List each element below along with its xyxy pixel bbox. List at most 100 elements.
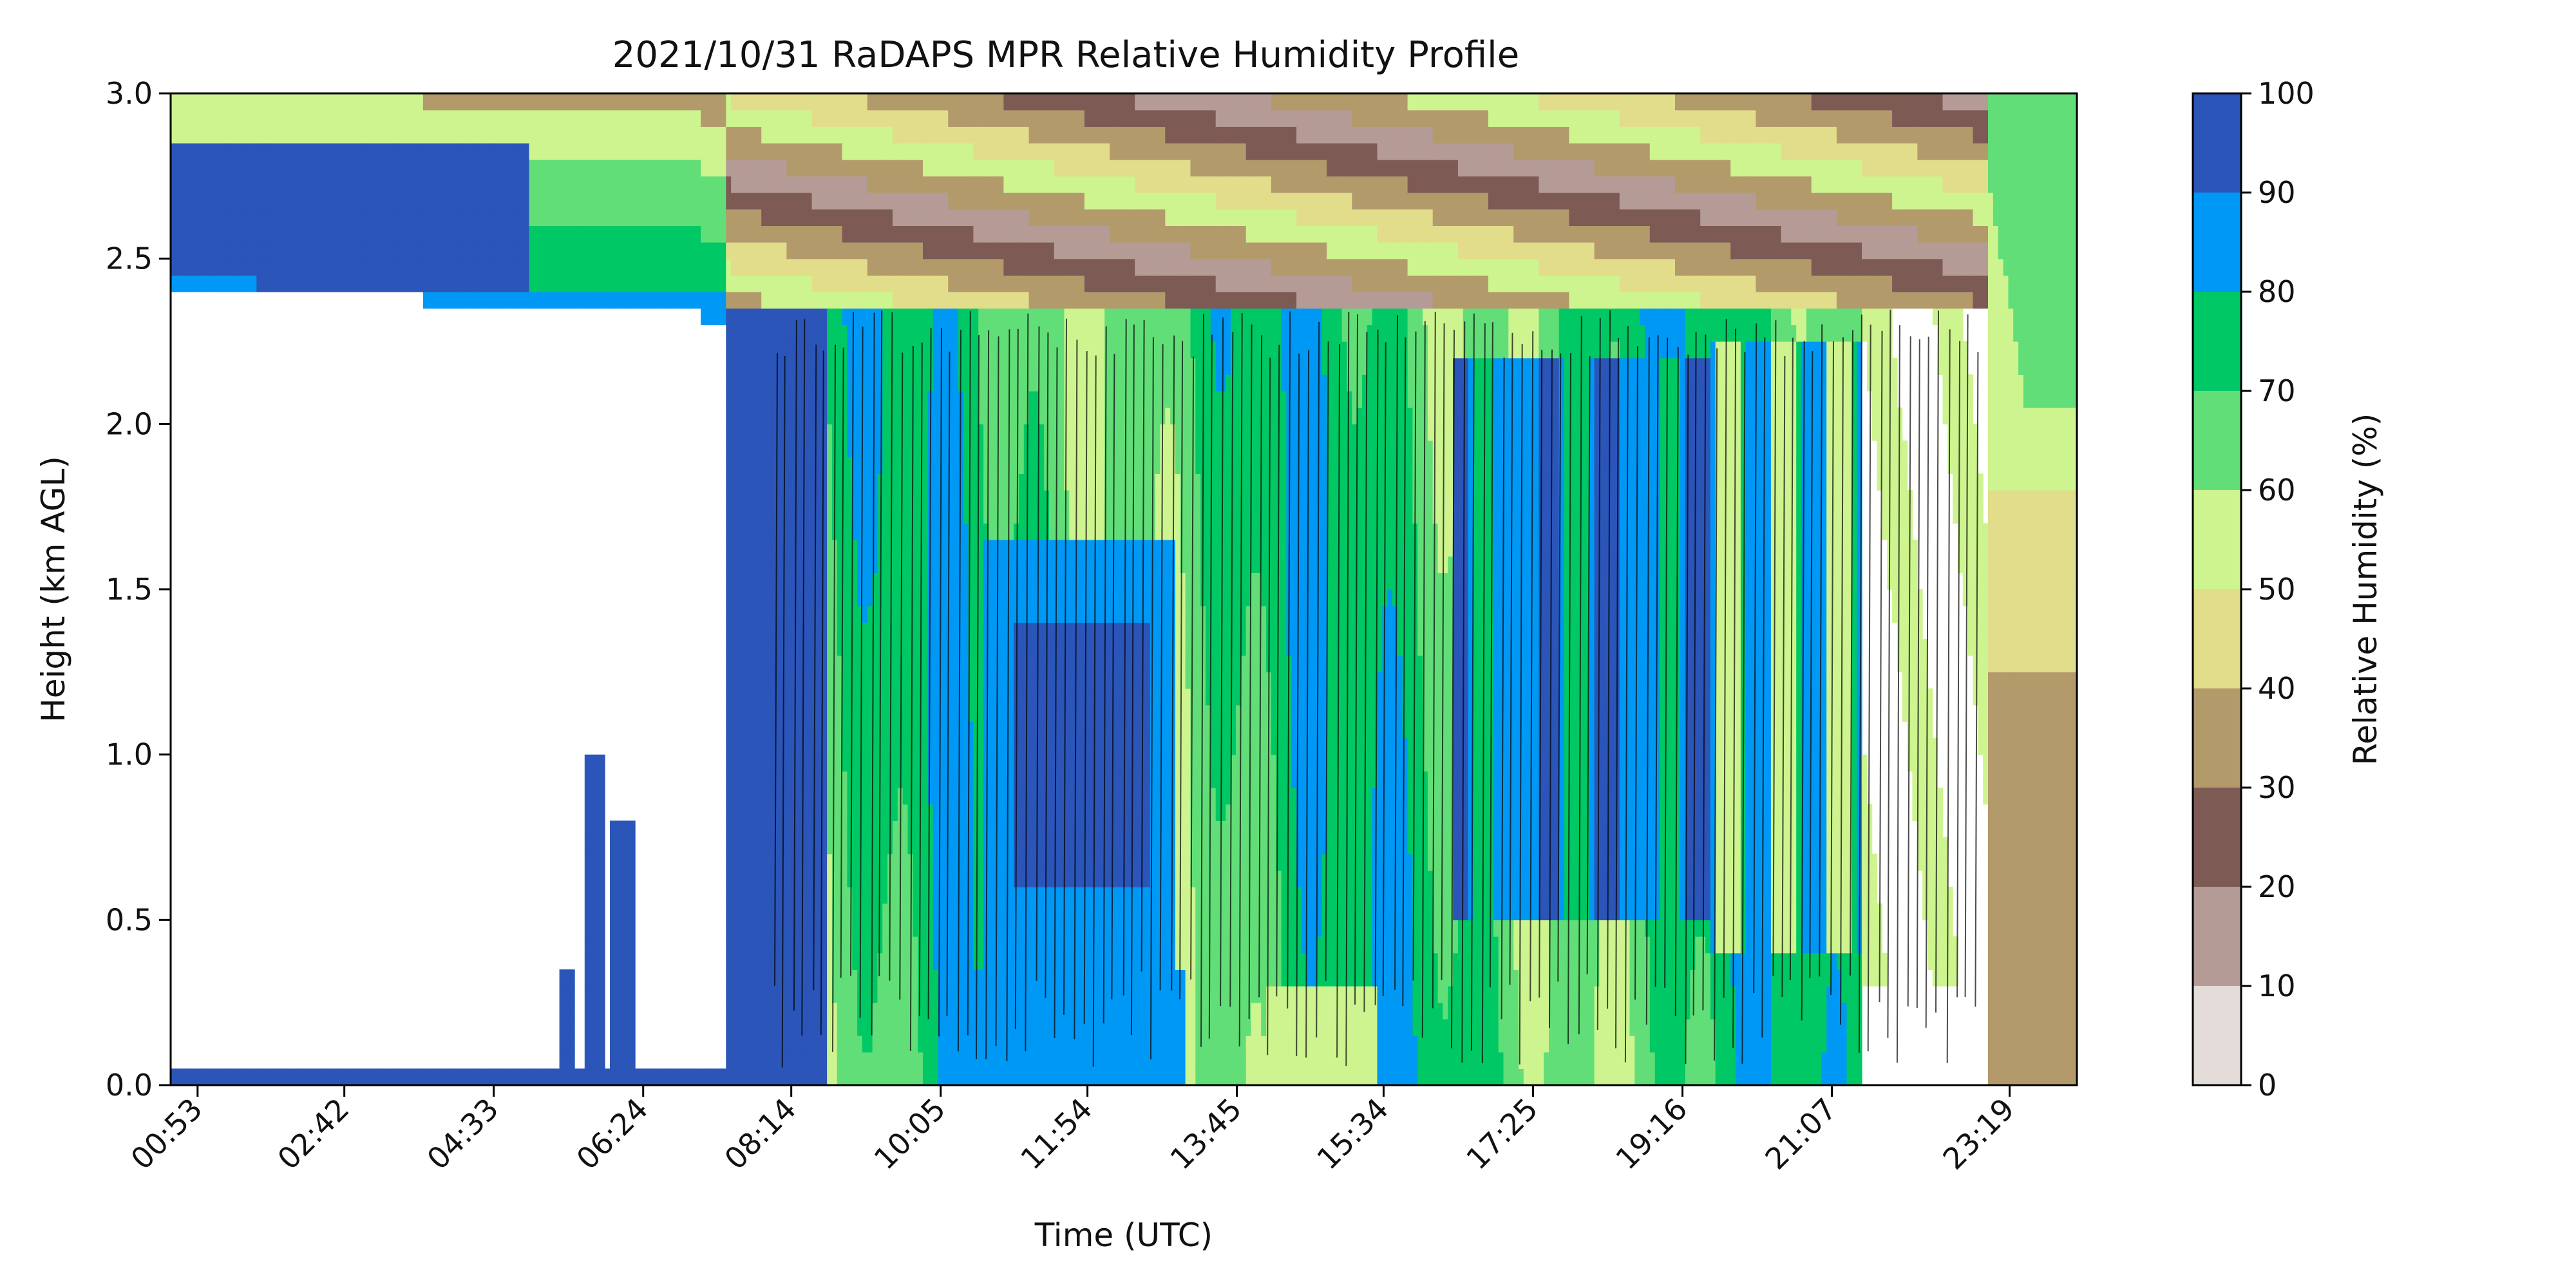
contour-cell [777,755,782,772]
contour-cell [766,523,772,540]
contour-cell [418,259,423,276]
contour-cell [226,93,231,110]
contour-cell [221,209,226,226]
contour-cell [600,292,605,308]
contour-cell [731,656,736,672]
contour-cell [665,93,670,110]
contour-cell [605,93,610,110]
contour-cell [963,93,969,110]
contour-cell [756,1003,761,1019]
contour-cell [887,292,893,308]
contour-cell [746,788,752,804]
contour-cell [923,738,928,755]
contour-cell [882,755,887,772]
contour-cell [752,540,757,556]
contour-cell [958,110,963,127]
contour-cell [973,820,978,837]
contour-cell [862,1019,867,1036]
contour-cell [741,126,746,143]
contour-cell [989,755,994,772]
contour-cell [969,259,974,276]
contour-cell [978,656,983,672]
contour-cell [226,77,231,93]
contour-cell [625,143,630,160]
contour-cell [590,160,595,176]
contour-cell [822,193,827,209]
contour-cell [605,193,610,209]
contour-cell [978,904,983,920]
contour-cell [630,837,635,854]
contour-cell [832,705,837,722]
contour-cell [903,110,908,127]
contour-cell [913,193,918,209]
contour-cell [782,788,787,804]
contour-cell [620,820,625,837]
contour-cell [908,160,913,176]
contour-cell [978,1052,983,1069]
contour-cell [292,209,297,226]
contour-cell [918,193,923,209]
contour-cell [862,986,867,1003]
contour-cell [620,969,625,986]
contour-cell [862,160,867,176]
contour-cell [731,358,736,375]
contour-cell [772,870,777,887]
contour-cell [797,953,802,970]
contour-cell [777,1036,782,1052]
contour-cell [625,176,630,193]
contour-cell [569,275,574,292]
contour-cell [786,788,791,804]
contour-cell [852,176,857,193]
contour-cell [923,242,928,259]
contour-cell [625,969,630,986]
contour-cell [918,969,923,986]
contour-cell [852,870,857,887]
contour-cell [574,160,580,176]
contour-cell [777,242,782,259]
contour-cell [797,1003,802,1019]
contour-cell [989,275,994,292]
contour-cell [635,110,640,127]
contour-cell [847,1036,852,1052]
contour-cell [196,160,201,176]
contour-cell [827,969,832,986]
contour-cell [873,374,878,391]
contour-cell [519,93,524,110]
contour-cell [701,93,706,110]
contour-cell [923,556,928,573]
contour-cell [373,242,378,259]
contour-cell [413,126,418,143]
contour-cell [746,540,752,556]
contour-cell [267,259,272,276]
contour-cell [373,160,378,176]
contour-cell [867,1052,873,1069]
contour-cell [913,953,918,970]
contour-cell [969,920,974,936]
contour-cell [862,589,867,606]
contour-cell [923,440,928,457]
contour-cell [786,225,791,242]
contour-cell [403,176,408,193]
contour-cell [171,77,176,93]
contour-cell [393,176,398,193]
contour-cell [978,457,983,474]
contour-cell [600,854,605,871]
contour-cell [580,193,585,209]
contour-cell [539,176,544,193]
contour-cell [893,820,898,837]
contour-cell [973,275,978,292]
contour-cell [963,804,969,821]
contour-cell [837,126,842,143]
contour-cell [347,143,352,160]
contour-cell [772,440,777,457]
contour-cell [650,209,656,226]
contour-cell [983,308,989,325]
contour-cell [731,705,736,722]
contour-cell [913,77,918,93]
contour-cell [887,573,893,589]
contour-cell [898,143,903,160]
contour-cell [600,1052,605,1069]
contour-cell [615,904,620,920]
contour-cell [610,110,615,127]
contour-cell [731,540,736,556]
